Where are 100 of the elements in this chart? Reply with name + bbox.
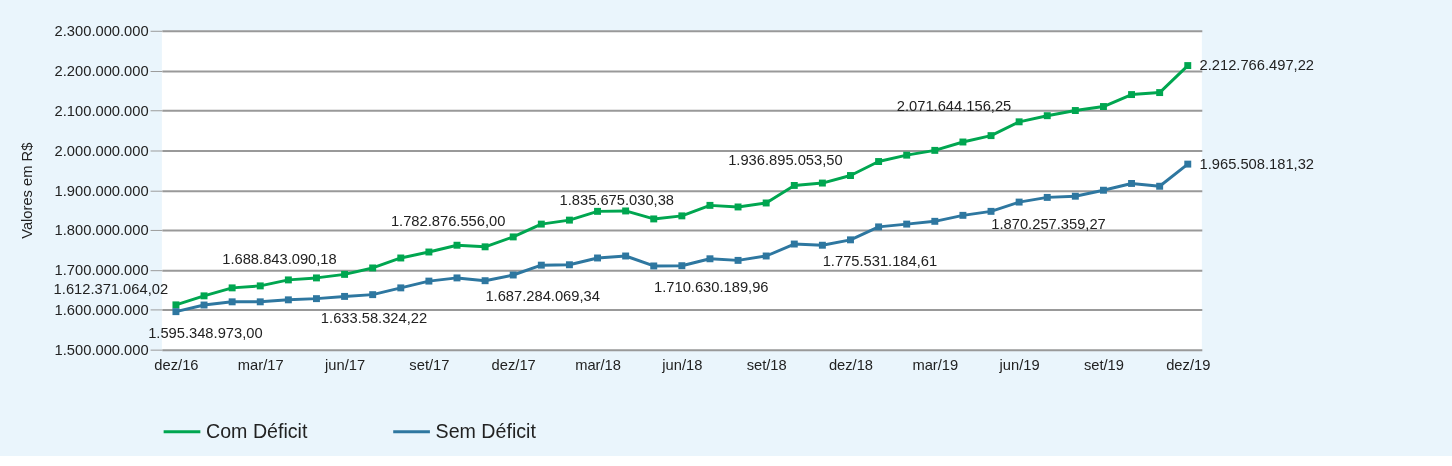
y-tick-label: 2.000.000.000 (54, 142, 149, 159)
x-tick-label: set/17 (409, 356, 450, 373)
point (594, 207, 601, 215)
point (369, 264, 377, 272)
x-tick-label: dez/18 (828, 356, 874, 373)
point (847, 236, 854, 244)
point (790, 181, 798, 189)
point (1184, 62, 1192, 70)
point (818, 179, 826, 187)
legend-label: Sem Déficit (435, 419, 537, 442)
x-tick-label: dez/16 (154, 356, 199, 373)
point (200, 292, 208, 300)
point (1043, 193, 1051, 201)
point (678, 262, 686, 270)
point (1099, 186, 1107, 194)
point (1071, 107, 1079, 114)
data-label: 1.688.843.090,18 (222, 250, 337, 267)
point (341, 292, 349, 300)
point (1099, 103, 1107, 110)
point (1128, 91, 1136, 99)
point (650, 262, 658, 270)
point (1156, 89, 1164, 97)
x-tick-label: dez/19 (1166, 356, 1211, 373)
point (1071, 192, 1079, 200)
point (313, 274, 320, 282)
x-tick-label: dez/17 (491, 356, 536, 373)
data-label: 1.687.284.069,34 (485, 288, 600, 305)
point (706, 201, 714, 209)
point (481, 243, 489, 251)
point (931, 217, 939, 225)
x-tick-label: jun/19 (998, 356, 1040, 373)
y-tick-label: 1.600.000.000 (54, 302, 149, 319)
x-tick-label: set/18 (746, 356, 787, 373)
point (1156, 182, 1164, 190)
point (509, 233, 517, 241)
data-label: 1.870.257.359,27 (991, 215, 1106, 232)
data-label: 1.633.58.324,22 (320, 309, 428, 326)
y-tick-label: 1.500.000.000 (54, 342, 149, 359)
x-tick-label: mar/17 (237, 356, 284, 373)
point (313, 295, 320, 303)
point (172, 301, 180, 309)
point (959, 211, 967, 219)
y-tick-label: 1.900.000.000 (54, 182, 149, 199)
point (875, 223, 883, 231)
x-tick-label: jun/17 (324, 356, 366, 373)
point (1015, 198, 1023, 206)
point (1128, 179, 1136, 187)
point (650, 215, 658, 223)
y-tick-label: 1.800.000.000 (54, 222, 149, 239)
point (790, 240, 798, 248)
point (537, 261, 545, 269)
point (875, 158, 883, 165)
data-label: 2.212.766.497,22 (1199, 57, 1315, 74)
y-tick-label: 2.100.000.000 (54, 102, 149, 119)
y-tick-label: 2.300.000.000 (54, 23, 149, 40)
point (284, 296, 292, 304)
point (565, 216, 573, 224)
point (1184, 160, 1192, 168)
data-label: 1.710.630.189,96 (654, 279, 769, 296)
x-tick-label: jun/18 (661, 356, 703, 373)
data-label: 1.612.371.064,02 (53, 281, 169, 298)
point (256, 282, 264, 290)
data-label: 2.071.644.156,25 (896, 98, 1012, 115)
point (622, 207, 630, 215)
point (1015, 118, 1023, 126)
data-label: 1.775.531.184,61 (822, 253, 938, 270)
point (734, 256, 742, 264)
point (228, 298, 236, 306)
y-tick-label: 2.200.000.000 (54, 63, 149, 80)
data-label: 1.965.508.181,32 (1199, 156, 1315, 173)
point (369, 291, 377, 299)
data-label: 1.595.348.973,00 (148, 325, 263, 342)
data-label: 1.782.876.556,00 (390, 213, 506, 230)
y-axis-title: Valores em R$ (18, 142, 35, 239)
data-label: 1.835.675.030,38 (559, 192, 674, 209)
point (734, 203, 742, 211)
point (706, 255, 714, 263)
point (284, 276, 292, 284)
point (425, 277, 433, 285)
y-tick-label: 1.700.000.000 (54, 262, 149, 279)
point (397, 284, 405, 292)
point (256, 298, 264, 306)
point (903, 151, 911, 159)
point (818, 241, 826, 249)
point (228, 284, 236, 292)
x-tick-label: mar/19 (912, 356, 959, 373)
point (537, 220, 545, 228)
point (481, 277, 489, 285)
data-label: 1.936.895.053,50 (728, 151, 843, 168)
legend-label: Com Déficit (206, 419, 308, 442)
point (847, 172, 854, 179)
point (931, 146, 939, 154)
x-tick-label: mar/18 (575, 356, 621, 373)
point (172, 308, 180, 316)
x-tick-label: set/19 (1083, 356, 1124, 373)
point (678, 212, 686, 220)
point (565, 261, 573, 269)
point (903, 220, 911, 228)
point (1043, 112, 1051, 120)
point (341, 270, 349, 278)
